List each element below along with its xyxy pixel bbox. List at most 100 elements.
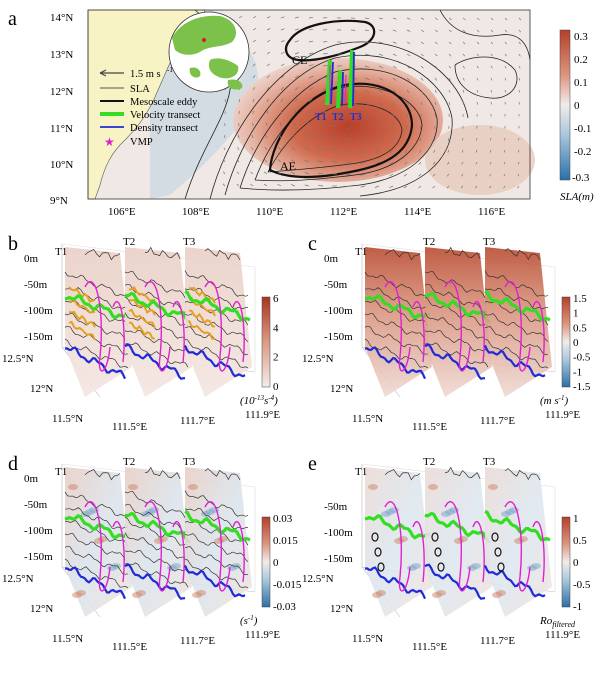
- legend-sla: SLA: [130, 84, 150, 95]
- depth-tick: -50m: [324, 501, 348, 513]
- panel-d-colorbar-title: (s-1): [240, 614, 258, 627]
- depth-tick: -50m: [324, 279, 348, 291]
- svg-text:13°N: 13°N: [50, 49, 73, 61]
- depth-tick: -100m: [324, 305, 353, 317]
- svg-text:10°N: 10°N: [50, 159, 73, 171]
- transect-label-t3: T3: [350, 112, 362, 123]
- lat-tick: 11.5°N: [52, 633, 83, 645]
- curtain-label-t2: T2: [423, 236, 435, 248]
- lat-tick: 12.5°N: [2, 573, 34, 585]
- panel-b: b 0m -50m -100m -150m 12.5°N 12°N 11.5°N 111.5°E…: [2, 233, 280, 433]
- colorbar-tick: 4: [273, 322, 279, 334]
- svg-text:-0.3: -0.3: [572, 172, 590, 184]
- lon-tick: 111.9°E: [545, 409, 580, 421]
- colorbar-tick: 0.015: [273, 535, 298, 547]
- panel-d-colorbar: [261, 516, 271, 608]
- colorbar-tick: 1: [573, 513, 579, 525]
- lat-tick: 12°N: [330, 603, 353, 615]
- panel-c-colorbar: [561, 296, 571, 388]
- legend-vmp: VMP: [130, 137, 153, 148]
- curtain-label-t1: T1: [355, 246, 367, 258]
- depth-tick: -50m: [24, 279, 48, 291]
- legend-eddy: Mesoscale eddy: [130, 97, 198, 108]
- colorbar-tick: -0.5: [573, 579, 591, 591]
- lat-tick: 11.5°N: [352, 413, 383, 425]
- panel-c-colorbar-title: (m s-1): [540, 394, 568, 407]
- panel-d-label: d: [8, 453, 18, 475]
- curtain-label-t3: T3: [483, 456, 496, 468]
- legend-scale-arrow: 1.5 m s: [130, 69, 161, 80]
- colorbar-tick: -0.03: [273, 601, 296, 613]
- transect-curtain-3: T3: [483, 456, 552, 617]
- panel-a-label: a: [8, 8, 17, 30]
- colorbar-tick: -1.5: [573, 381, 591, 393]
- panel-e-colorbar-title: Rofiltered: [539, 615, 576, 629]
- lon-tick: 111.9°E: [245, 629, 280, 641]
- transects: [325, 49, 355, 109]
- transect-curtain-1: T1: [55, 466, 132, 617]
- lon-tick: 111.5°E: [412, 421, 447, 433]
- depth-tick: -100m: [324, 527, 353, 539]
- panel-a-x-ticks: 106°E 108°E 110°E 112°E 114°E 116°E: [108, 206, 505, 218]
- lon-tick: 111.9°E: [545, 629, 580, 641]
- lon-tick: 111.7°E: [180, 415, 215, 427]
- transect-curtain-3: T3: [183, 236, 252, 397]
- lat-tick: 12°N: [30, 383, 53, 395]
- svg-text:112°E: 112°E: [330, 206, 357, 218]
- inset-globe: [168, 11, 250, 93]
- depth-tick: 0m: [324, 253, 339, 265]
- svg-text:114°E: 114°E: [404, 206, 431, 218]
- transect-curtain-1: T1: [55, 246, 132, 397]
- panel-a-y-ticks: 14°N 13°N 12°N 11°N 10°N 9°N: [50, 12, 73, 207]
- colorbar-tick: 0: [573, 557, 579, 569]
- curtain-label-t2: T2: [123, 236, 135, 248]
- svg-text:106°E: 106°E: [108, 206, 136, 218]
- svg-text:110°E: 110°E: [256, 206, 283, 218]
- svg-text:116°E: 116°E: [478, 206, 505, 218]
- legend-density: Density transect: [130, 123, 198, 134]
- svg-text:11°N: 11°N: [50, 123, 73, 135]
- depth-tick: -50m: [24, 499, 48, 511]
- svg-text:-0.1: -0.1: [574, 123, 591, 135]
- svg-text:9°N: 9°N: [50, 195, 68, 207]
- lat-tick: 11.5°N: [52, 413, 83, 425]
- vmp-star-icon: ★: [104, 135, 115, 149]
- map-frame: [87, 9, 531, 200]
- colorbar-tick: -1: [573, 601, 582, 613]
- lon-tick: 111.9°E: [245, 409, 280, 421]
- lon-tick: 111.7°E: [180, 635, 215, 647]
- depth-tick: -150m: [324, 331, 353, 343]
- colorbar-tick: 0: [573, 337, 579, 349]
- transect-curtain-3: T3: [483, 236, 552, 397]
- transect-curtain-2: T2: [123, 456, 192, 617]
- colorbar-tick: 0.5: [573, 535, 587, 547]
- panel-c-label: c: [308, 233, 317, 255]
- depth-tick: -150m: [24, 331, 53, 343]
- lon-tick: 111.7°E: [480, 415, 515, 427]
- depth-tick: -150m: [324, 553, 353, 565]
- curtain-label-t3: T3: [183, 456, 196, 468]
- panel-c: c 0m -50m -100m -150m 12.5°N 12°N 11.5°N 111.5°E…: [302, 233, 591, 433]
- lon-tick: 111.7°E: [480, 635, 515, 647]
- svg-text:0: 0: [574, 100, 580, 112]
- sla-colorbar-ticks: 0.3 0.2 0.1 0 -0.1 -0.2 -0.3: [572, 31, 591, 184]
- lat-tick: 12.5°N: [302, 573, 334, 585]
- svg-text:-0.2: -0.2: [574, 146, 591, 158]
- depth-tick: 0m: [24, 473, 39, 485]
- lat-tick: 12.5°N: [2, 353, 34, 365]
- lat-tick: 12°N: [30, 603, 53, 615]
- colorbar-tick: 0.03: [273, 513, 293, 525]
- lon-tick: 111.5°E: [112, 421, 147, 433]
- depth-tick: -100m: [24, 305, 53, 317]
- colorbar-tick: 6: [273, 293, 279, 305]
- svg-text:14°N: 14°N: [50, 12, 73, 24]
- colorbar-tick: 2: [273, 352, 279, 364]
- depth-tick: -150m: [24, 551, 53, 563]
- scale-arrow-icon: [99, 69, 124, 77]
- colorbar-tick: 0: [273, 381, 279, 393]
- lat-tick: 12°N: [330, 383, 353, 395]
- transect-curtain-2: T2: [123, 236, 192, 397]
- cyclonic-eddy-boundary: [284, 19, 376, 62]
- svg-text:108°E: 108°E: [182, 206, 210, 218]
- legend-velocity: Velocity transect: [130, 110, 200, 121]
